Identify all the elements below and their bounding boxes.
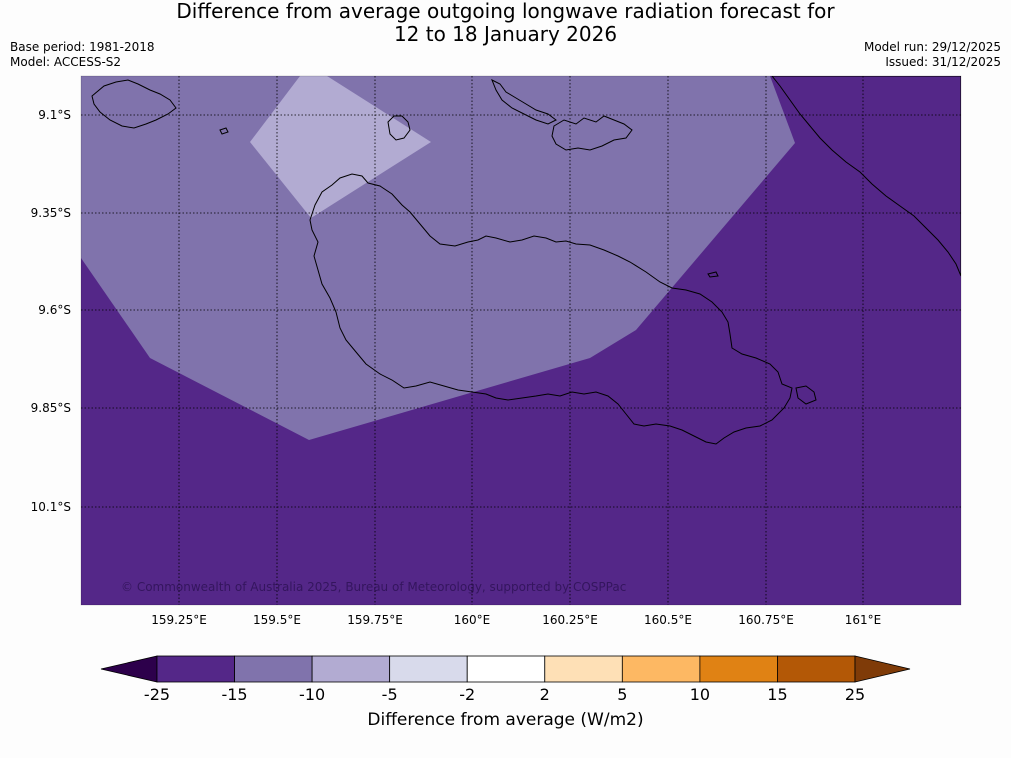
colorbar-tick-label: -5 (381, 685, 398, 704)
colorbar-bin (621, 655, 701, 683)
colorbar-bin (777, 655, 856, 683)
x-tick-label: 159.5°E (253, 613, 301, 627)
issued-date: Issued: 31/12/2025 (885, 55, 1001, 69)
colorbar-tick-label: 2 (539, 685, 550, 704)
colorbar-over-arrow (854, 655, 911, 683)
anomaly-fill-moderate (81, 76, 795, 440)
colorbar-tick-label: -10 (299, 685, 326, 704)
chart-title: Difference from average outgoing longwav… (0, 0, 1011, 46)
x-tick-label: 160.25°E (542, 613, 598, 627)
y-tick-label: 9.1°S (38, 108, 71, 122)
colorbar-tick-label: -15 (221, 685, 248, 704)
model-run: Model run: 29/12/2025 (863, 40, 1001, 54)
colorbar-tick-label: 25 (844, 685, 866, 704)
colorbar-under-arrow (100, 655, 158, 683)
guadalcanal-coastline (309, 173, 793, 445)
coastlines (91, 76, 961, 445)
colorbar-label: Difference from average (W/m2) (367, 710, 644, 730)
colorbar (100, 655, 911, 683)
colorbar-bin (466, 655, 546, 683)
copyright-notice: © Commonwealth of Australia 2025, Bureau… (121, 580, 627, 594)
colorbar-bin (156, 655, 235, 683)
malaita-coastline (771, 76, 961, 277)
x-tick-label: 159.25°E (151, 613, 207, 627)
colorbar-tick-label: 15 (767, 685, 788, 704)
colorbar-bin (234, 655, 313, 683)
meta-right: Model run: 29/12/2025 Issued: 31/12/2025 (864, 40, 1001, 70)
florida-islands-coastline (551, 115, 633, 151)
x-tick-label: 160°E (453, 613, 491, 627)
colorbar-bin (389, 655, 468, 683)
y-tick-label: 9.35°S (30, 206, 71, 220)
y-tick-label: 10.1°S (30, 500, 71, 514)
base-period: Base period: 1981-2018 (10, 40, 155, 54)
colorbar-bin (699, 655, 778, 683)
colorbar-bin (311, 655, 391, 683)
title-line-2: 12 to 18 January 2026 (393, 22, 618, 46)
colorbar-tick-label: -25 (143, 685, 171, 704)
map-frame (80, 75, 962, 606)
colorbar-tick-label: 5 (617, 685, 628, 704)
colorbar-tick-label: -2 (459, 685, 476, 704)
x-tick-label: 160.75°E (738, 613, 794, 627)
anomaly-fill-weak (250, 76, 431, 218)
y-tick-label: 9.85°S (30, 401, 71, 415)
santa-isabel-coastline (91, 79, 177, 129)
x-tick-label: 159.75°E (347, 613, 403, 627)
colorbar-bin (544, 655, 623, 683)
meta-left: Base period: 1981-2018 Model: ACCESS-S2 (10, 40, 155, 70)
x-tick-label: 160.5°E (644, 613, 692, 627)
model-name: Model: ACCESS-S2 (10, 55, 122, 69)
islet-coastline-3 (219, 127, 229, 135)
islet-coastline-2 (795, 385, 817, 405)
small-island-coastline (387, 115, 411, 141)
gridlines (81, 76, 961, 605)
savo-coastline (491, 78, 557, 125)
y-tick-label: 9.6°S (38, 303, 71, 317)
colorbar-tick-label: 10 (689, 685, 711, 704)
title-line-1: Difference from average outgoing longwav… (176, 0, 835, 23)
islet-coastline-1 (707, 271, 719, 278)
x-tick-label: 161°E (844, 613, 882, 627)
